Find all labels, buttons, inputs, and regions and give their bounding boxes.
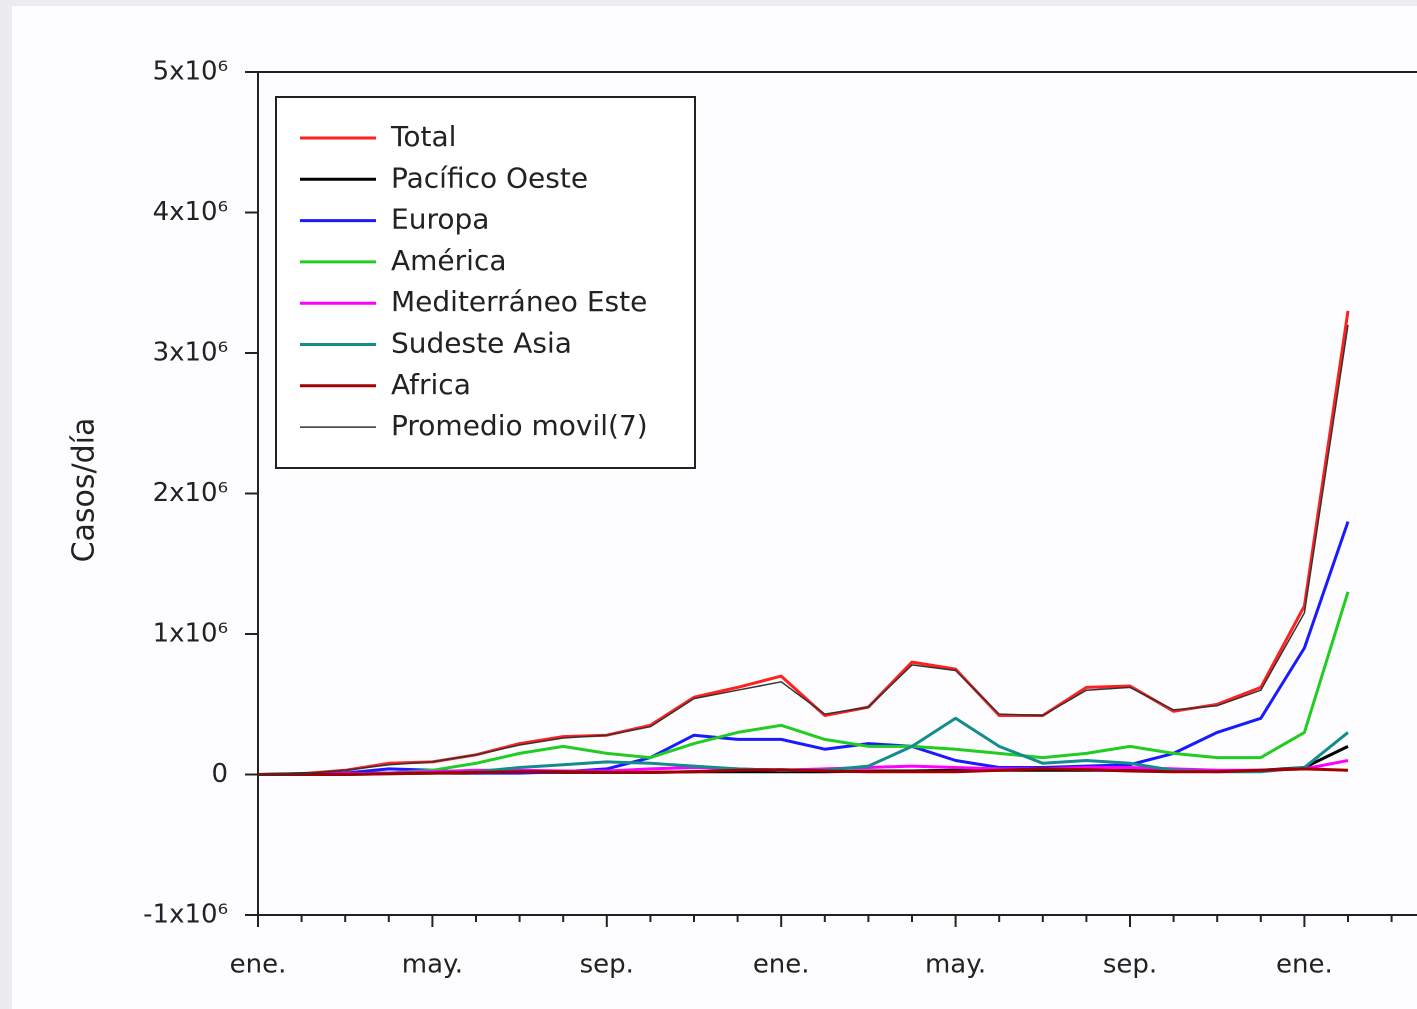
y-tick-label: 3x10⁶: [153, 338, 228, 368]
legend-label: Mediterráneo Este: [391, 285, 647, 318]
y-tick-label: 4x10⁶: [153, 197, 228, 227]
y-tick-label: 1x10⁶: [153, 619, 228, 649]
x-tick-label: may.: [925, 950, 986, 980]
legend-label: Total: [390, 120, 456, 153]
x-tick-label: ene.: [230, 950, 287, 980]
x-tick-label: ene.: [1276, 950, 1333, 980]
y-axis-label: Casos/día: [67, 418, 102, 563]
legend-label: Promedio movil(7): [391, 409, 648, 442]
background: [12, 6, 1417, 1009]
legend-label: Europa: [391, 203, 489, 236]
y-tick-label: 2x10⁶: [153, 478, 228, 508]
series-line: [258, 767, 1349, 776]
legend-label: Sudeste Asia: [391, 327, 572, 360]
lines: [257, 310, 1350, 776]
x-tick-label: sep.: [1103, 950, 1157, 980]
legend: Total Pacífico Oeste Europa América Mediterr…: [300, 120, 648, 442]
x-tick-label: may.: [402, 950, 463, 980]
legend-label: América: [391, 244, 507, 277]
legend-label: Pacífico Oeste: [391, 161, 588, 194]
y-tick-label: 5x10⁶: [153, 57, 228, 87]
x-tick-label: sep.: [580, 950, 634, 980]
legend-label: Africa: [391, 368, 471, 401]
series-line: [258, 591, 1350, 776]
y-tick-label: -1x10⁶: [143, 900, 228, 930]
legend-box: [275, 96, 696, 469]
y-tick-label: 0: [211, 759, 228, 789]
series-line: [257, 324, 1349, 776]
x-tick-label: ene.: [753, 950, 810, 980]
